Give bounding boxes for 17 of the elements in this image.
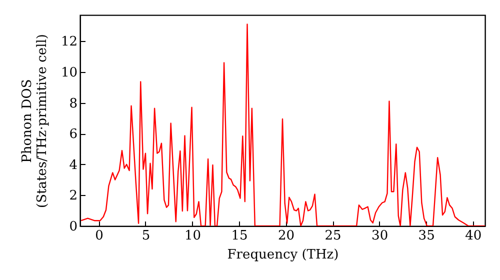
y-tick-label: 8 (69, 96, 78, 112)
y-axis-title: Phonon DOS (States/THz·primitive cell) (20, 34, 50, 208)
y-tick-label: 4 (69, 158, 78, 173)
x-tick-label: 20 (278, 228, 295, 244)
x-tick-label: 15 (231, 228, 248, 244)
x-tick-label: 30 (372, 228, 388, 244)
y-tick-label: 6 (69, 127, 78, 142)
x-tick-label: 10 (184, 228, 202, 244)
y-tick-label: 12 (60, 34, 78, 50)
x-tick-label: 5 (142, 228, 150, 244)
x-tick-label: 35 (418, 228, 435, 244)
x-tick-label: 0 (95, 228, 104, 244)
y-tick-label: 10 (60, 65, 78, 80)
y-tick-label: 2 (69, 188, 78, 204)
x-tick-label: 40 (465, 228, 482, 244)
x-axis-title: Frequency (THz) (227, 248, 339, 262)
x-tick-label: 25 (324, 228, 342, 244)
